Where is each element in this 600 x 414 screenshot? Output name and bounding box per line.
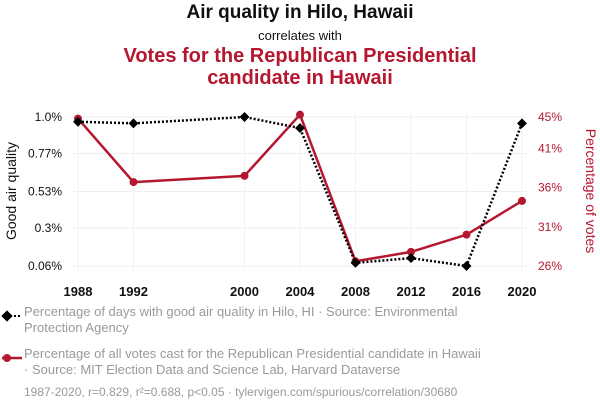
point-votes [296,110,304,119]
point-air-quality [239,112,250,122]
left-axis-ticks: 0.06% 0.3% 0.53% 0.77% 1.0% [28,110,62,273]
point-air-quality [128,118,139,129]
right-tick-label: 26% [538,259,562,273]
legend-text-air-quality: Percentage of days with good air quality… [24,304,564,336]
legend-line: Protection Agency [24,320,129,335]
x-tick-label: 2004 [286,284,316,299]
point-air-quality [406,253,416,264]
right-axis-label: Percentage of votes [583,129,599,254]
point-votes [518,196,526,205]
x-tick-label: 2000 [230,284,259,299]
point-air-quality [295,123,305,134]
x-axis-ticks: 1988 1992 2000 2004 2008 2012 2016 2020 [64,284,537,299]
gridlines [73,112,527,271]
legend-text-votes: Percentage of all votes cast for the Rep… [24,346,564,378]
second-title-line-2: candidate in Hawaii [207,67,393,89]
x-tick-label: 1992 [119,284,148,299]
point-air-quality [461,261,472,271]
correlates-with-label: correlates with [258,28,342,43]
legend-line: · Source: MIT Election Data and Science … [24,362,401,377]
left-tick-label: 0.3% [35,221,63,235]
series-line-air-quality [77,115,524,268]
left-axis-label: Good air quality [3,142,19,240]
right-axis-ticks: 26% 31% 36% 41% 45% [538,110,562,273]
legend-swatch-air-quality [1,310,22,322]
right-tick-label: 45% [538,110,562,124]
x-tick-label: 2008 [341,284,370,299]
series-line-votes [77,113,523,263]
left-tick-label: 0.77% [28,146,62,160]
point-votes [240,171,249,180]
right-tick-label: 41% [538,141,562,155]
point-votes [129,178,138,187]
series-layer [73,110,527,271]
point-air-quality [517,118,527,129]
x-tick-label: 2020 [508,284,537,299]
point-air-quality [350,257,361,268]
legend-swatch-votes [2,354,22,362]
point-votes [462,230,471,239]
x-tick-label: 1988 [64,284,93,299]
footer-stats: 1987-2020, r=0.829, r²=0.688, p<0.05 · t… [24,385,458,399]
right-tick-label: 31% [538,220,562,234]
left-tick-label: 0.06% [28,259,62,273]
right-tick-label: 36% [538,181,562,195]
point-votes [407,247,415,256]
x-tick-label: 2016 [452,284,481,299]
second-title-line-1: Votes for the Republican Presidential [123,45,477,67]
x-tick-label: 2012 [397,284,426,299]
legend-line: Percentage of days with good air quality… [24,304,458,319]
chart-title: Air quality in Hilo, Hawaii [186,2,414,23]
point-air-quality [73,116,83,127]
legend-line: Percentage of all votes cast for the Rep… [24,346,481,361]
left-tick-label: 1.0% [35,110,63,124]
left-tick-label: 0.53% [28,185,62,199]
second-title: Votes for the Republican Presidential ca… [40,45,560,89]
